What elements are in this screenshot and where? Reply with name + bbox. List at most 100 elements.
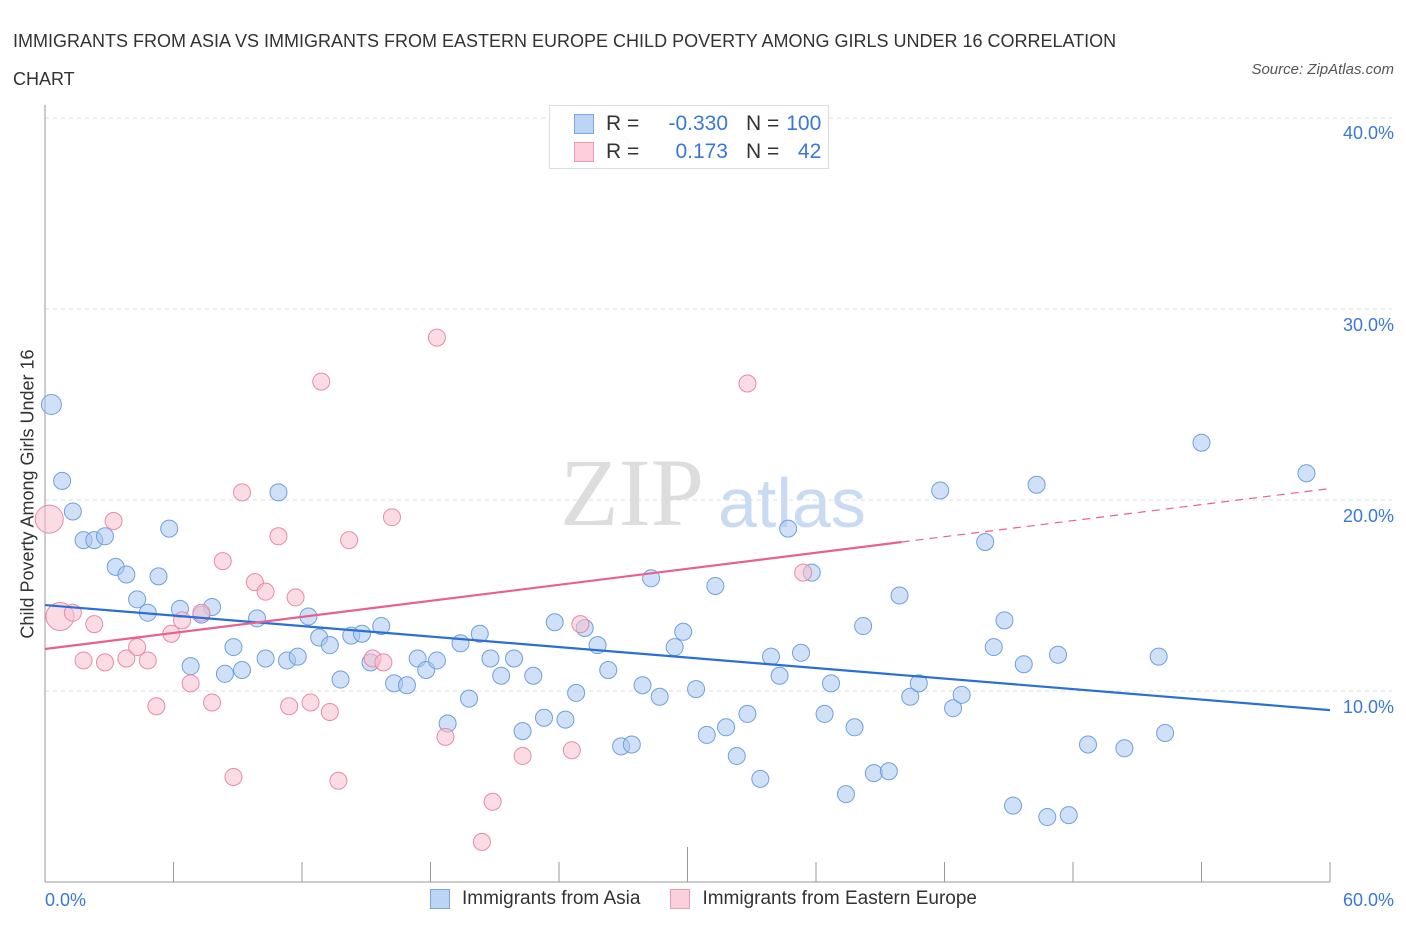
asia-point <box>181 657 200 676</box>
asia-point <box>63 502 82 521</box>
eastern-europe-point <box>256 582 275 601</box>
eastern-europe-point <box>312 372 331 391</box>
asia-point <box>622 735 641 754</box>
source-label: Source: ZipAtlas.com <box>1251 61 1394 78</box>
asia-point <box>792 643 811 662</box>
asia-point <box>697 725 716 744</box>
asia-point <box>352 624 371 643</box>
asia-point <box>1014 655 1033 674</box>
asia-point <box>470 624 489 643</box>
asia-point <box>215 664 234 683</box>
eastern-europe-point <box>427 328 446 347</box>
eastern-europe-point <box>147 697 166 716</box>
eastern-europe-point <box>233 483 252 502</box>
eastern-europe-point <box>138 651 157 670</box>
asia-point <box>233 660 252 679</box>
eastern-europe-point <box>117 649 136 668</box>
asia-point <box>1192 433 1211 452</box>
eastern-europe-point <box>329 771 348 790</box>
asia-point <box>513 722 532 741</box>
asia-point <box>269 483 288 502</box>
asia-point <box>815 704 834 723</box>
asia-point <box>836 785 855 804</box>
asia-point <box>944 699 963 718</box>
asia-point <box>879 762 898 781</box>
eastern-europe-trend-extension <box>901 487 1331 543</box>
asia-swatch <box>574 114 594 134</box>
n-value: 42 <box>797 140 822 163</box>
eastern-europe-point <box>280 697 299 716</box>
asia-point <box>535 708 554 727</box>
asia-trend-line <box>44 603 1331 712</box>
asia-point <box>524 666 543 685</box>
asia-point <box>320 636 339 655</box>
asia-point <box>224 638 243 657</box>
legend-label: Immigrants from Eastern Europe <box>702 888 977 909</box>
stats-row-eastern-europe: R = 0.173 N = 42 <box>574 138 821 166</box>
eastern-europe-point <box>472 832 491 851</box>
asia-point <box>1149 647 1168 666</box>
asia-point <box>779 519 798 538</box>
asia-point <box>53 471 72 490</box>
asia-point <box>160 519 179 538</box>
eastern-europe-point <box>34 504 64 534</box>
eastern-europe-point <box>286 588 305 607</box>
asia-point <box>545 613 564 632</box>
eastern-europe-point <box>224 767 243 786</box>
watermark-zip: ZIP <box>560 439 704 546</box>
asia-point <box>650 687 669 706</box>
eastern-europe-point <box>181 674 200 693</box>
asia-point <box>727 746 746 765</box>
asia-point <box>633 676 652 695</box>
asia-point <box>556 710 575 729</box>
asia-point <box>931 481 950 500</box>
asia-point <box>505 649 524 668</box>
y-tick-label: 20.0% <box>1342 506 1394 526</box>
legend-label: Immigrants from Asia <box>462 888 641 909</box>
asia-point <box>1059 806 1078 825</box>
eastern-europe-point <box>173 611 192 630</box>
eastern-europe-point <box>794 563 813 582</box>
asia-point <box>95 527 114 546</box>
eastern-europe-point <box>269 527 288 546</box>
asia-point <box>864 764 883 783</box>
asia-point <box>1297 464 1316 483</box>
series-legend: Immigrants from Asia Immigrants from Eas… <box>430 888 1007 910</box>
eastern-europe-point <box>513 746 532 765</box>
x-tick-label: 60.0% <box>1342 890 1394 910</box>
asia-point <box>492 666 511 685</box>
eastern-europe-swatch <box>574 142 594 162</box>
eastern-europe-point <box>85 615 104 634</box>
asia-point <box>331 670 350 689</box>
eastern-europe-point <box>436 727 455 746</box>
legend-item-eastern-europe[interactable]: Immigrants from Eastern Europe <box>670 888 977 910</box>
r-label: R = <box>606 140 640 163</box>
asia-point <box>751 769 770 788</box>
asia-point <box>821 674 840 693</box>
asia-point <box>40 394 62 415</box>
legend-item-asia[interactable]: Immigrants from Asia <box>430 888 640 910</box>
x-tick-label: 0.0% <box>45 890 87 910</box>
asia-point <box>770 666 789 685</box>
asia-swatch <box>430 889 450 909</box>
asia-point <box>1027 475 1046 494</box>
eastern-europe-swatch <box>670 889 691 909</box>
asia-point <box>854 617 873 636</box>
asia-point <box>117 565 136 584</box>
r-label: R = <box>606 112 640 135</box>
r-value: 0.173 <box>675 140 728 163</box>
n-label: N = <box>746 112 780 135</box>
asia-point <box>1004 796 1023 815</box>
eastern-europe-point <box>562 741 581 760</box>
asia-point <box>706 576 725 595</box>
asia-point <box>762 647 781 666</box>
n-value: 100 <box>786 112 822 135</box>
asia-point <box>901 687 920 706</box>
eastern-europe-point <box>483 792 502 811</box>
y-tick-label: 40.0% <box>1342 123 1394 143</box>
y-axis-label: Child Poverty Among Girls Under 16 <box>17 349 38 639</box>
asia-point <box>909 674 928 693</box>
eastern-europe-point <box>571 615 590 634</box>
asia-point <box>288 647 307 666</box>
